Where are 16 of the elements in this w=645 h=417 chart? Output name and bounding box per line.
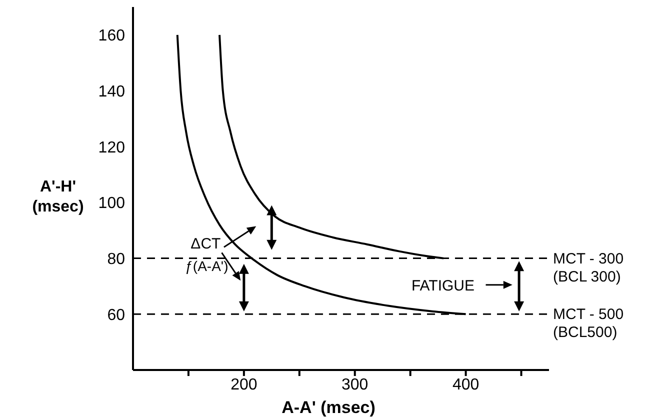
x-tick-label: 400 <box>452 376 480 394</box>
ref-line-label: MCT - 500 (BCL500) <box>553 306 624 342</box>
x-tick-label: 200 <box>230 376 258 394</box>
annotation: ƒ(A-A') <box>185 258 228 274</box>
y-tick-label: 120 <box>98 139 126 156</box>
x-tick-label: 300 <box>342 376 368 394</box>
y-tick-label: 60 <box>107 306 126 324</box>
y-tick-label: 140 <box>98 83 126 100</box>
x-axis-title: A-A' (msec) <box>282 398 376 417</box>
annotation: FATIGUE <box>411 277 475 294</box>
y-tick-label: 100 <box>98 195 126 212</box>
y-tick-label: 80 <box>107 250 126 268</box>
y-tick-label: 160 <box>98 28 126 45</box>
ref-line-label: MCT - 300 (BCL 300) <box>553 250 624 286</box>
y-axis-title: A'-H' (msec) <box>32 178 84 216</box>
annotation: ΔCT <box>190 236 221 253</box>
